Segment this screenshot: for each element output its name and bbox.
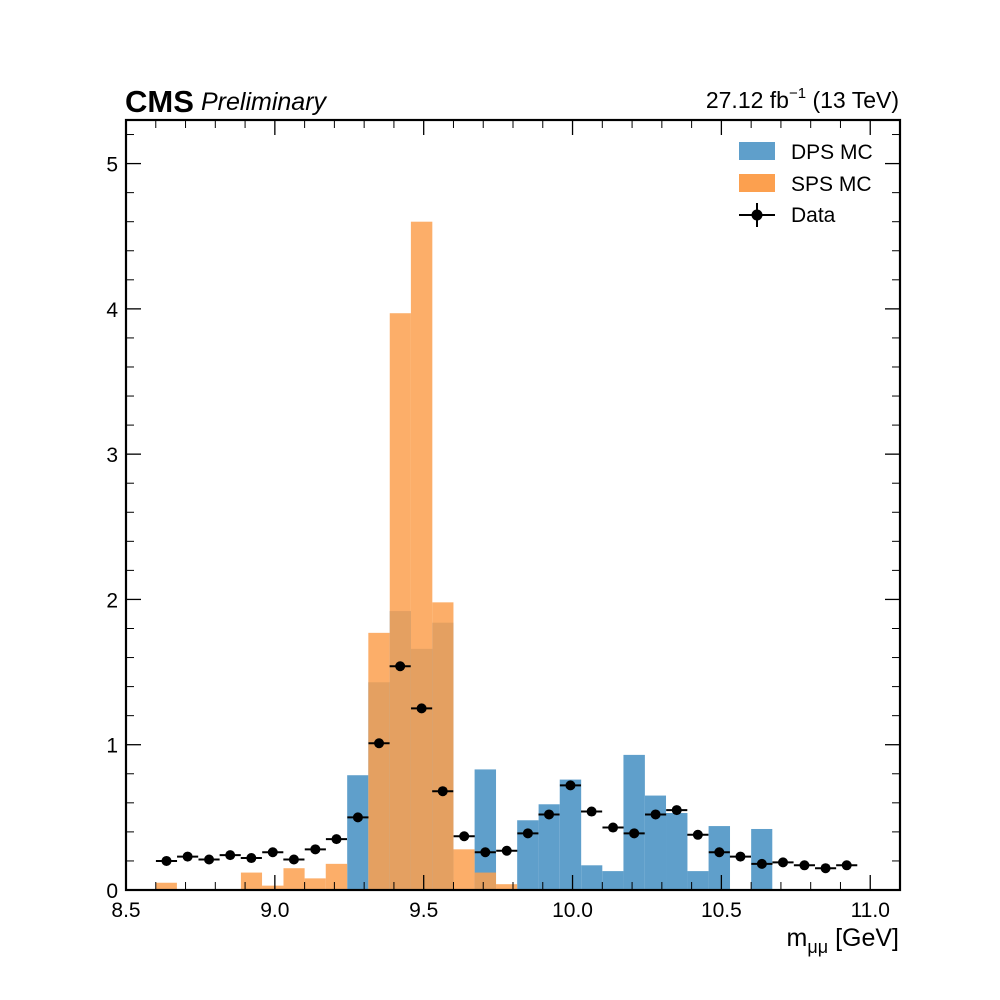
data-point xyxy=(544,809,555,820)
dps-bar xyxy=(602,871,624,890)
data-point xyxy=(437,786,448,797)
legend: DPS MC SPS MC Data xyxy=(739,141,873,227)
x-tick-label: 9.5 xyxy=(409,899,438,922)
data-point xyxy=(778,857,789,868)
data-point xyxy=(692,829,703,840)
sps-bar xyxy=(325,863,348,890)
data-point xyxy=(288,854,299,865)
data-point xyxy=(671,805,682,816)
data-point xyxy=(799,860,810,871)
data-point xyxy=(480,847,491,858)
data-point xyxy=(182,851,193,862)
dps-bar xyxy=(644,795,667,890)
data-point xyxy=(608,822,619,833)
legend-label-sps: SPS MC xyxy=(791,173,872,196)
data-point xyxy=(459,831,470,842)
dps-bar xyxy=(623,754,645,890)
sps-bar xyxy=(368,632,390,890)
data-point xyxy=(501,845,512,856)
sps-bar xyxy=(155,882,177,890)
dps-bar xyxy=(687,871,709,890)
data-point xyxy=(246,853,257,864)
data-point xyxy=(735,851,746,862)
y-tick-label: 3 xyxy=(106,444,118,467)
sps-bar xyxy=(410,221,433,890)
data-point xyxy=(629,828,640,839)
dps-bar xyxy=(474,769,497,890)
data-points xyxy=(155,661,858,874)
sps-bar xyxy=(474,872,497,890)
experiment-label: CMS xyxy=(125,84,194,119)
status-label: Preliminary xyxy=(201,88,328,116)
legend-swatch-sps xyxy=(739,174,775,192)
plot-frame xyxy=(124,118,902,892)
data-point xyxy=(374,738,385,749)
axis-ticks: 8.5 9.0 9.5 10.0 10.5 11.0 0 1 2 3 4 5 xyxy=(106,120,901,922)
sps-bar xyxy=(432,602,454,890)
data-point xyxy=(820,863,831,874)
sps-bar xyxy=(262,885,284,890)
data-point xyxy=(352,812,363,823)
data-point xyxy=(586,806,597,817)
y-tick-label: 4 xyxy=(106,299,118,322)
data-point xyxy=(161,855,172,866)
data-point xyxy=(395,661,406,672)
histogram-bars xyxy=(155,221,773,890)
legend-label-dps: DPS MC xyxy=(791,141,873,164)
x-tick-label: 8.5 xyxy=(111,899,140,922)
dps-bar xyxy=(708,826,731,890)
dps-bar xyxy=(538,804,560,890)
sps-bar xyxy=(240,872,263,890)
x-tick-label: 9.0 xyxy=(260,899,289,922)
data-point xyxy=(756,858,767,869)
dps-bar xyxy=(517,820,539,890)
legend-marker-data xyxy=(751,209,763,221)
data-point xyxy=(204,854,215,865)
dps-bar xyxy=(581,865,603,890)
dps-bar xyxy=(666,813,688,890)
data-point xyxy=(841,860,852,871)
data-point xyxy=(225,850,236,861)
sps-bar xyxy=(283,868,305,890)
x-axis-title: mμμ [GeV] xyxy=(787,924,899,957)
dps-bar xyxy=(347,775,369,890)
sps-bar xyxy=(389,313,411,890)
data-point xyxy=(310,844,321,855)
data-point xyxy=(416,703,427,714)
dps-bar xyxy=(559,779,582,890)
sps-bar xyxy=(496,884,518,890)
x-tick-label: 11.0 xyxy=(851,899,890,922)
data-point xyxy=(267,847,278,858)
data-point xyxy=(714,847,725,858)
sps-bar xyxy=(453,849,475,890)
y-tick-label: 5 xyxy=(106,154,118,177)
legend-label-data: Data xyxy=(791,204,836,227)
legend-swatch-dps xyxy=(739,142,775,160)
data-point xyxy=(565,780,576,791)
x-tick-label: 10.0 xyxy=(552,899,593,922)
y-tick-label: 1 xyxy=(106,735,118,758)
data-point xyxy=(650,809,661,820)
x-tick-label: 10.5 xyxy=(701,899,742,922)
sps-bar xyxy=(304,878,326,890)
data-point xyxy=(522,828,533,839)
data-point xyxy=(331,834,342,845)
luminosity-label: 27.12 fb−1 (13 TeV) xyxy=(706,85,899,113)
y-tick-label: 0 xyxy=(106,880,118,903)
y-tick-label: 2 xyxy=(106,589,118,612)
